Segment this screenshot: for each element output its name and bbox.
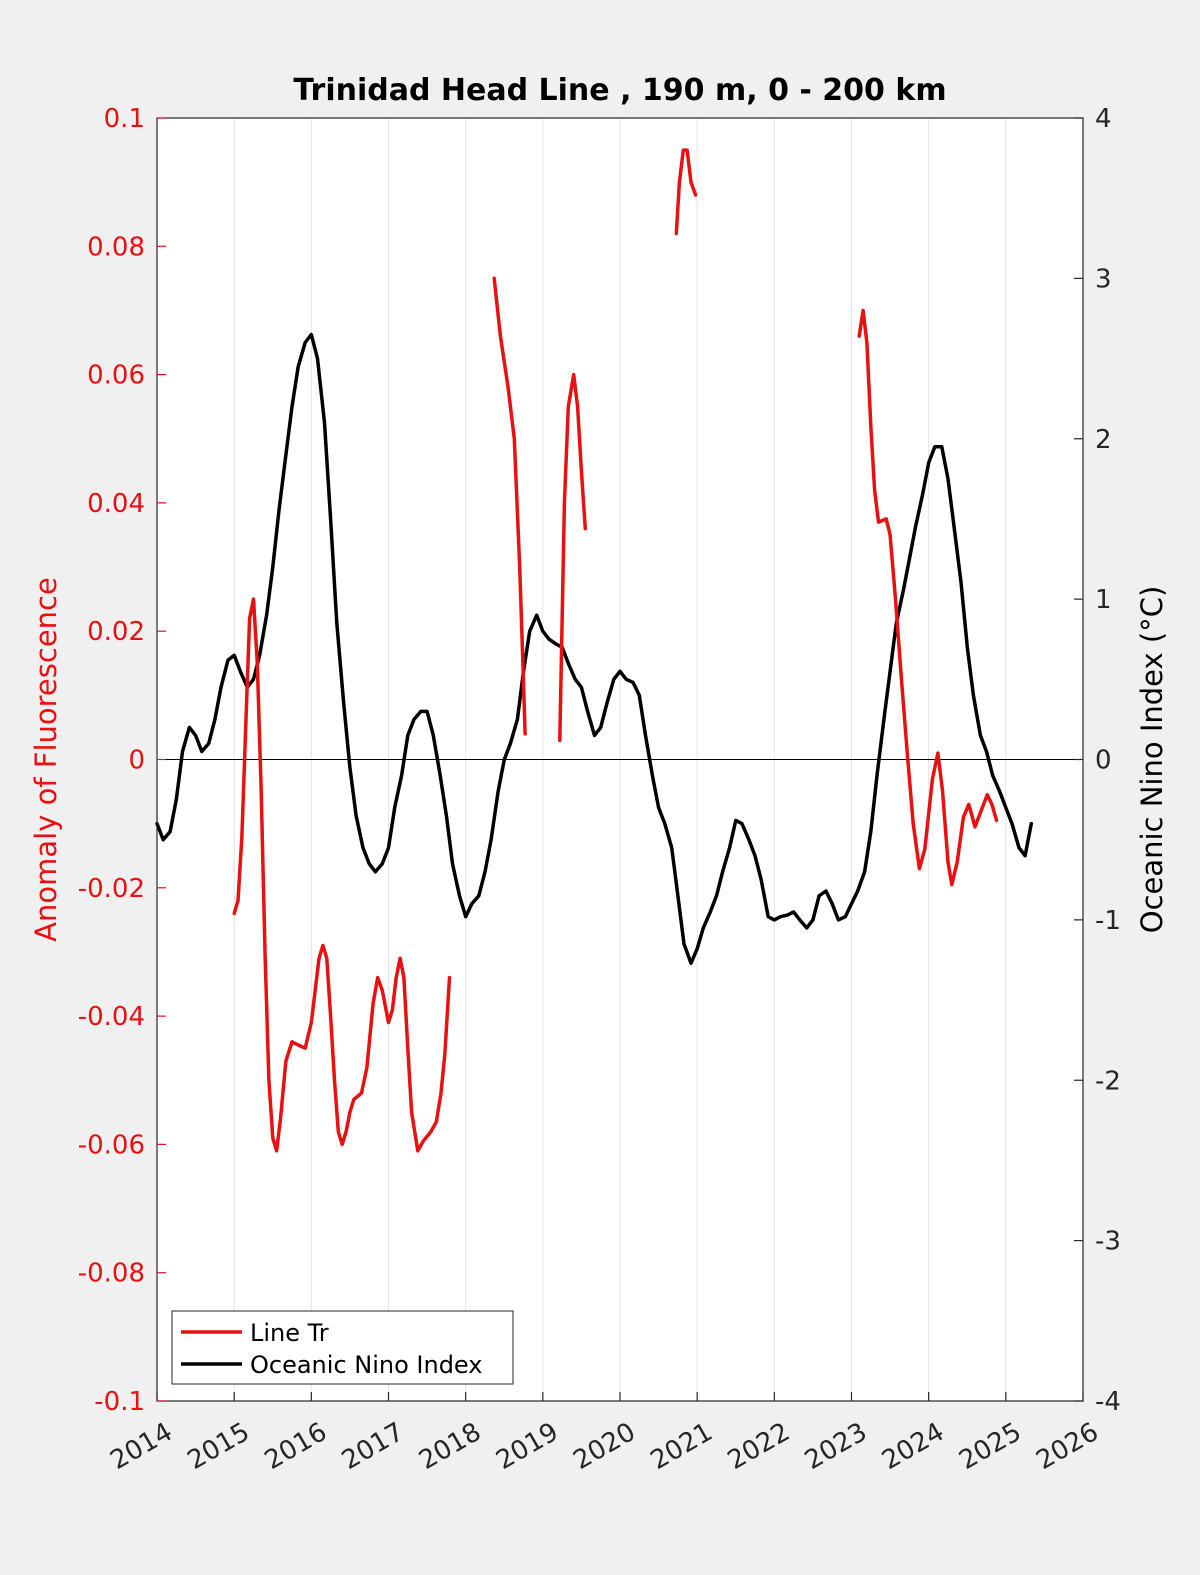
y-right-tick-label: -2: [1095, 1066, 1121, 1096]
y-left-tick-label: 0: [128, 746, 145, 776]
series-line-tr-segment-4: [674, 148, 698, 236]
y-left-tick-label: -0.04: [78, 1002, 145, 1032]
legend-label-oni: Oceanic Nino Index: [250, 1351, 482, 1379]
series-line-tr-segment-5: [857, 308, 999, 887]
y-right-tick-label: 0: [1095, 746, 1112, 776]
y-left-tick-label: 0.04: [87, 489, 145, 519]
y-right-tick-label: -3: [1095, 1227, 1121, 1257]
series-line-tr-segment-3: [558, 372, 588, 743]
y-left-tick-label: 0.1: [104, 104, 145, 134]
y-left-tick-label: 0.08: [87, 232, 145, 262]
chart-title: Trinidad Head Line , 190 m, 0 - 200 km: [293, 73, 946, 108]
y-right-tick-label: 4: [1095, 104, 1112, 134]
series-layer: [155, 148, 1034, 1153]
y-axis-right: 4 3 2 1 0 -1 -2 -3 -4: [1074, 104, 1121, 1417]
y-left-tick-label: 0.02: [87, 617, 145, 647]
series-line-tr-segment-2: [492, 276, 527, 736]
y-left-tick-label: 0.06: [87, 361, 145, 391]
y-right-tick-label: -4: [1095, 1387, 1121, 1417]
y-right-tick-label: 2: [1095, 425, 1112, 455]
y-left-tick-label: -0.06: [78, 1130, 145, 1160]
y-left-tick-label: -0.08: [78, 1259, 145, 1289]
legend-label-line-tr: Line Tr: [250, 1319, 329, 1347]
legend-box: [171, 1310, 514, 1385]
y-left-tick-label: -0.1: [94, 1387, 145, 1417]
legend: Line Tr Oceanic Nino Index: [171, 1310, 514, 1385]
series-line-tr-segment-1: [232, 597, 452, 1153]
y-axis-left-label: Anomaly of Fluorescence: [29, 577, 63, 942]
y-left-tick-label: -0.02: [78, 874, 145, 904]
y-axis-right-label: Oceanic Nino Index (°C): [1135, 586, 1169, 934]
series-oni-line: [155, 332, 1034, 965]
y-right-tick-label: 3: [1095, 264, 1112, 294]
y-axis-left: 0.1 0.08 0.06 0.04 0.02 0 -0.02 -0.04 -0.06 -0.08…: [78, 104, 166, 1417]
y-right-tick-label: 1: [1095, 585, 1112, 615]
y-right-tick-label: -1: [1095, 906, 1121, 936]
